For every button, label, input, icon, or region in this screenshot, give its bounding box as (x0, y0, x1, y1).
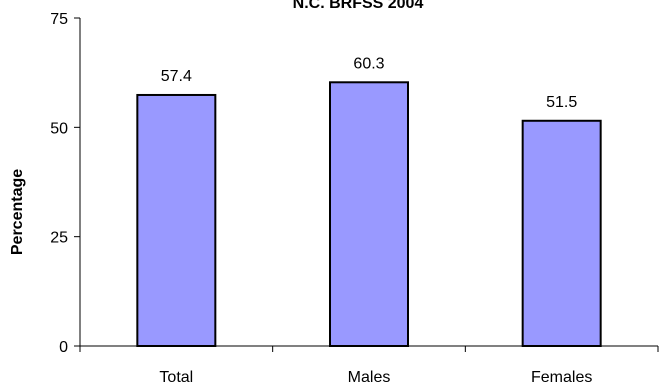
chart-title: N.C. BRFSS 2004 (293, 0, 424, 12)
bar-males (329, 81, 409, 348)
y-tick-label: 25 (50, 230, 68, 247)
bar-total (136, 93, 217, 347)
bar-females (521, 119, 602, 347)
data-label: 60.3 (353, 55, 384, 72)
y-axis-label: Percentage (9, 169, 26, 255)
data-label: 51.5 (546, 94, 577, 111)
x-tick-label: Females (531, 369, 592, 386)
y-tick-label: 75 (50, 11, 68, 28)
y-tick-label: 0 (59, 339, 68, 356)
data-label: 57.4 (161, 68, 192, 85)
y-tick-label: 50 (50, 120, 68, 137)
x-tick-label: Total (159, 369, 193, 386)
x-tick-label: Males (348, 369, 391, 386)
